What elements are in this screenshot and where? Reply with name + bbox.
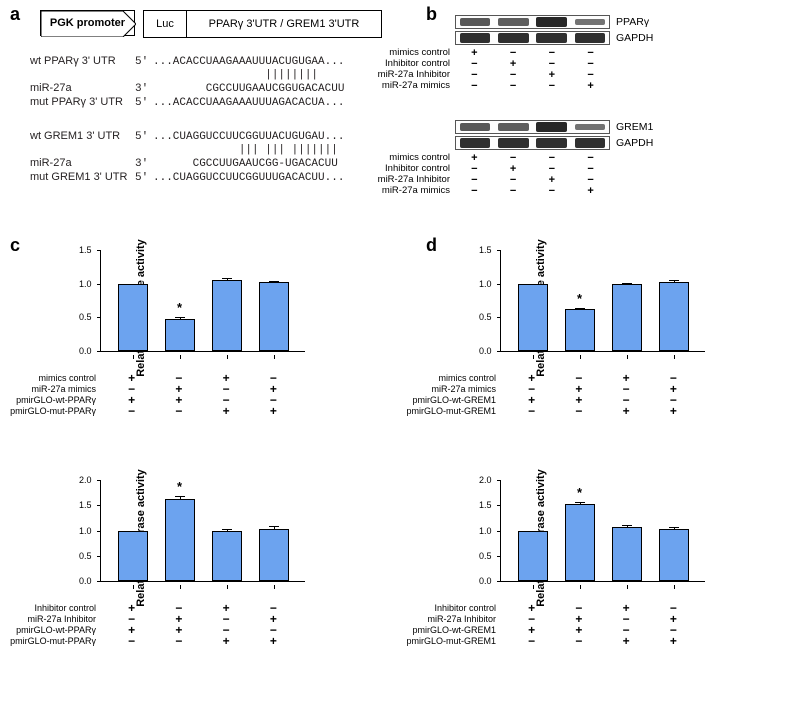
sequence-row: miR-27a3' CGCCUUGAAUCGG-UGACACUU: [30, 157, 344, 171]
treatment-row: pmirGLO-mut-PPARγ−−++: [100, 405, 305, 416]
pgk-promoter-label: PGK promoter: [50, 17, 125, 29]
blot-treatment-row: miR-27a Inhibitor−−+−: [455, 69, 610, 80]
blot-target-label: GAPDH: [616, 137, 653, 149]
chart-c-bottom: Relative luciferase activity0.00.51.01.5…: [70, 475, 305, 646]
blot-treatment-row: miR-27a mimics−−−+: [455, 80, 610, 91]
chart-bar: [659, 529, 689, 581]
sequence-row: wt GREM1 3' UTR5'...CUAGGUCCUUCGGUUACUGU…: [30, 130, 344, 144]
treatment-row: pmirGLO-mut-GREM1−−++: [500, 405, 705, 416]
treatment-row: pmirGLO-mut-PPARγ−−++: [100, 635, 305, 646]
sequence-row: mut GREM1 3' UTR5'...CUAGGUCCUUCGGUUUGAC…: [30, 171, 344, 185]
panel-label-a: a: [10, 4, 20, 25]
sequence-row: mut PPARγ 3' UTR5'...ACACCUAAGAAAUUUAGAC…: [30, 96, 344, 110]
western-blot-grem1: GREM1 GAPDH mimics control+−−−Inhibitor co…: [455, 120, 653, 196]
figure-root: a b c d PGK promoter Luc PPARγ 3'UTR / G…: [0, 0, 787, 715]
blot-treatment-row: Inhibitor control−+−−: [455, 163, 610, 174]
blot-row: PPARγ: [455, 15, 653, 29]
chart-bar: [518, 284, 548, 351]
chart-bar: [612, 284, 642, 351]
blot-target-label: PPARγ: [616, 16, 649, 28]
sequence-block-2: wt GREM1 3' UTR5'...CUAGGUCCUUCGGUUACUGU…: [30, 130, 344, 185]
sequence-block-1: wt PPARγ 3' UTR5'...ACACCUAAGAAAUUUACUGU…: [30, 55, 344, 110]
chart-bar: *: [565, 309, 595, 351]
chart-bar: [659, 282, 689, 351]
blot-row: GREM1: [455, 120, 653, 134]
luc-label: Luc: [144, 11, 186, 37]
blot-treatment-row: Inhibitor control−+−−: [455, 58, 610, 69]
blot-row: GAPDH: [455, 31, 653, 45]
western-blot-ppar: PPARγ GAPDH mimics control+−−−Inhibitor co…: [455, 15, 653, 91]
chart-bar: *: [165, 499, 195, 581]
chart-d-top: Relative luciferase activity0.00.51.01.5…: [470, 245, 705, 416]
sequence-row: ||||||||: [30, 69, 344, 82]
chart-bar: *: [565, 504, 595, 581]
chart-bar: [118, 284, 148, 351]
chart-bar: *: [165, 319, 195, 351]
chart-bar: [212, 531, 242, 581]
treatment-row: pmirGLO-mut-GREM1−−++: [500, 635, 705, 646]
sequence-row: miR-27a3' CGCCUUGAAUCGGUGACACUU: [30, 82, 344, 96]
chart-bar: [518, 531, 548, 582]
sequence-row: wt PPARγ 3' UTR5'...ACACCUAAGAAAUUUACUGU…: [30, 55, 344, 69]
construct-diagram: PGK promoter Luc PPARγ 3'UTR / GREM1 3'U…: [40, 10, 382, 38]
chart-bar: [212, 280, 242, 351]
blot-treatment-row: miR-27a Inhibitor−−+−: [455, 174, 610, 185]
panel-label-c: c: [10, 235, 20, 256]
blot-treatment-row: mimics control+−−−: [455, 152, 610, 163]
chart-bar: [259, 529, 289, 581]
chart-d-bottom: Relative luciferase activity0.00.51.01.5…: [470, 475, 705, 646]
blot-row: GAPDH: [455, 136, 653, 150]
blot-target-label: GAPDH: [616, 32, 653, 44]
panel-label-d: d: [426, 235, 437, 256]
blot-treatment-row: miR-27a mimics−−−+: [455, 185, 610, 196]
panel-label-b: b: [426, 4, 437, 25]
blot-target-label: GREM1: [616, 121, 653, 133]
blot-treatment-row: mimics control+−−−: [455, 47, 610, 58]
utr-label: PPARγ 3'UTR / GREM1 3'UTR: [186, 11, 381, 37]
chart-bar: [259, 282, 289, 351]
chart-bar: [118, 531, 148, 582]
chart-bar: [612, 527, 642, 581]
sequence-row: ||| ||| |||||||: [30, 144, 344, 157]
chart-c-top: Relative luciferase activity0.00.51.01.5…: [70, 245, 305, 416]
